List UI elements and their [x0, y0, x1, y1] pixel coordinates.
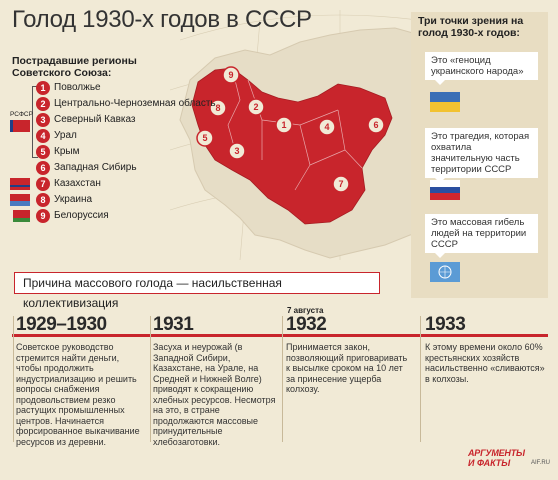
region-label: Белоруссия: [54, 210, 109, 221]
viewpoint-box-1: Это «геноцид украинского народа»: [425, 52, 538, 85]
map-marker-8: 8: [215, 103, 220, 113]
russia-flag-icon: [430, 180, 460, 200]
list-item: 2 Центрально-Черноземная область: [36, 96, 216, 112]
viewpoints-title: Три точки зрения на голод 1930-х годов:: [418, 15, 524, 39]
rsfsr-bracket: [32, 86, 38, 158]
region-number: 6: [36, 161, 50, 175]
map-marker-5: 5: [202, 133, 207, 143]
timeline-divider: [13, 316, 14, 442]
viewpoint-box-2: Это трагедия, которая охватила значитель…: [425, 128, 538, 183]
aif-logo: АРГУМЕНТЫ И ФАКТЫ AIF.RU: [468, 448, 550, 474]
region-label: Крым: [54, 146, 80, 157]
logo-url: AIF.RU: [530, 460, 550, 466]
map-marker-6: 6: [373, 120, 378, 130]
list-item: 4 Урал: [36, 128, 77, 144]
timeline-date-label: 7 августа: [287, 306, 324, 315]
map-marker-9: 9: [228, 70, 233, 80]
timeline-year-1932: 1932: [286, 314, 327, 335]
list-item: 5 Крым: [36, 144, 79, 160]
region-label: Казахстан: [54, 178, 101, 189]
timeline-year-1929: 1929–1930: [16, 314, 107, 335]
region-label: Украина: [54, 194, 93, 205]
map-marker-3: 3: [234, 146, 239, 156]
timeline-divider: [420, 316, 421, 442]
timeline-text-1932: Принимается закон, позволяющий приговари…: [286, 342, 408, 394]
map-marker-1: 1: [281, 120, 286, 130]
byelorussian-ssr-flag-icon: [10, 210, 30, 222]
list-item: 3 Северный Кавказ: [36, 112, 136, 128]
region-label: Северный Кавказ: [54, 114, 136, 125]
region-label: Центрально-Черноземная область: [54, 98, 216, 109]
map-marker-7: 7: [338, 179, 343, 189]
map-markers: 9 8 2 5 3 1 4 6 7: [196, 66, 385, 193]
region-number: 5: [36, 145, 50, 159]
rsfsr-label: РСФСР: [10, 111, 33, 118]
list-item: 7 Казахстан: [36, 176, 101, 192]
logo-line2: И ФАКТЫ: [468, 458, 511, 468]
region-number: 3: [36, 113, 50, 127]
page-title: Голод 1930-х годов в СССР: [12, 6, 312, 33]
region-borders: [227, 67, 363, 191]
list-item: 8 Украина: [36, 192, 92, 208]
ukraine-flag-icon: [430, 92, 460, 112]
regions-title: Пострадавшие регионы Советского Союза:: [12, 55, 137, 79]
region-number: 4: [36, 129, 50, 143]
map-marker-2: 2: [253, 102, 258, 112]
list-item: 9 Белоруссия: [36, 208, 109, 224]
region-number: 1: [36, 81, 50, 95]
ukrainian-ssr-flag-icon: [10, 194, 30, 206]
region-number: 2: [36, 97, 50, 111]
region-number: 7: [36, 177, 50, 191]
map-marker-4: 4: [324, 122, 329, 132]
cause-banner: Причина массового голода — насильственна…: [14, 272, 380, 310]
timeline-text-1933: К этому времени около 60% крестьянских х…: [425, 342, 545, 384]
list-item: 1 Поволжье: [36, 80, 101, 96]
region-number: 9: [36, 209, 50, 223]
timeline-text-1931: Засуха и неурожай (в Западной Сибири, Ка…: [153, 342, 276, 447]
region-label: Урал: [54, 130, 77, 141]
rsfsr-flag-icon: [10, 120, 30, 132]
timeline-bar: [12, 334, 548, 337]
timeline-year-1931: 1931: [153, 314, 194, 335]
un-flag-icon: [430, 262, 460, 282]
timeline-divider: [150, 316, 151, 442]
kazakh-ssr-flag-icon: [10, 178, 30, 190]
list-item: 6 Западная Сибирь: [36, 160, 137, 176]
timeline-text-1929: Советское руководство стремится найти де…: [16, 342, 140, 447]
timeline-divider: [282, 316, 283, 442]
timeline-year-1933: 1933: [425, 314, 466, 335]
region-label: Западная Сибирь: [54, 162, 137, 173]
region-number: 8: [36, 193, 50, 207]
viewpoint-box-3: Это массовая гибель людей на территории …: [425, 214, 538, 258]
logo-line1: АРГУМЕНТЫ: [468, 448, 525, 458]
region-label: Поволжье: [54, 82, 101, 93]
